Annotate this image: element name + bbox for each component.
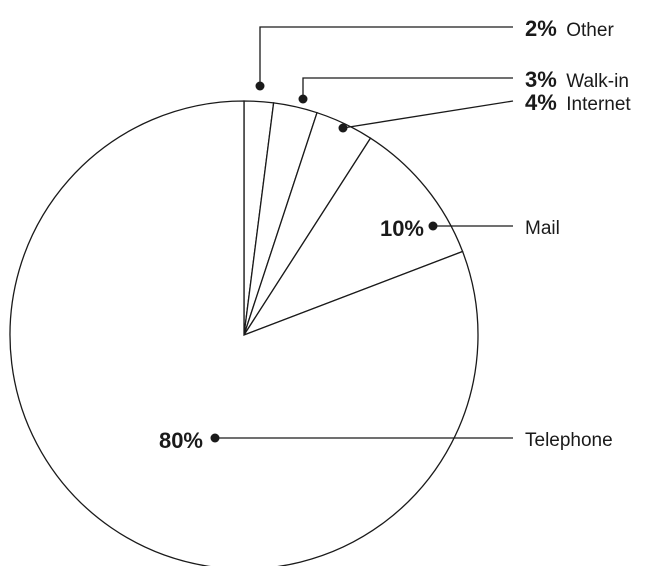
percent-telephone: 80% xyxy=(159,428,203,453)
label-walk-in: 3% Walk-in xyxy=(525,67,629,92)
leader-dot-telephone xyxy=(210,433,220,443)
leader-dot-internet xyxy=(338,123,348,133)
name-telephone: Telephone xyxy=(525,430,613,451)
leader-other xyxy=(255,26,513,91)
leader-telephone xyxy=(210,433,513,443)
pie-slices xyxy=(9,100,479,566)
leader-dot-walk-in xyxy=(298,94,308,104)
leader-line-internet xyxy=(342,100,514,129)
name-mail: Mail xyxy=(525,218,560,239)
leader-dot-mail xyxy=(428,221,438,231)
name-internet: Internet xyxy=(566,94,631,115)
leader-mail xyxy=(428,221,513,231)
leader-internet xyxy=(338,100,514,133)
percent-mail: 10% xyxy=(380,216,424,241)
percent-other: 2% xyxy=(525,16,557,41)
leader-line-other xyxy=(259,26,513,86)
leader-lines xyxy=(210,26,514,443)
label-internet: 4% Internet xyxy=(525,90,631,115)
slice-mail xyxy=(242,137,464,337)
slice-telephone xyxy=(9,100,479,566)
leader-walk-in xyxy=(298,77,513,104)
leader-line-walk-in xyxy=(302,77,513,99)
name-other: Other xyxy=(566,20,614,41)
name-walk-in: Walk-in xyxy=(566,71,629,92)
percent-internet: 4% xyxy=(525,90,557,115)
label-other: 2% Other xyxy=(525,16,614,41)
leader-dot-other xyxy=(255,81,265,91)
percent-walk-in: 3% xyxy=(525,67,557,92)
